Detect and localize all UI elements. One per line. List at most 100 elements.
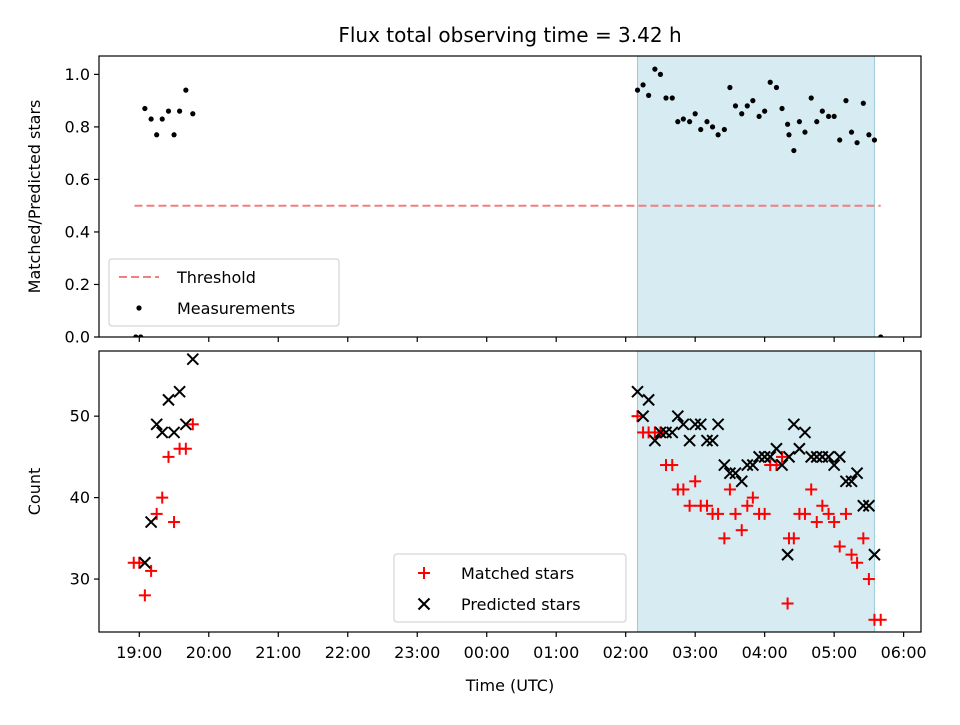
x-stroke-b: [144, 515, 158, 529]
matched-star-point: [631, 410, 644, 423]
bottom-panel: 30 40 50 19:00 20:00 21:00 22:00 23:00 00:00 01:0…: [25, 350, 927, 662]
measurement-point: [819, 108, 825, 114]
matched-star-point: [666, 459, 679, 472]
measurement-point: [762, 108, 768, 114]
measurement-point: [680, 116, 686, 122]
matched-star-point: [787, 532, 800, 545]
measurement-point: [837, 137, 843, 143]
top-panel: 0.0 0.2 0.4 0.6 0.8 1.0 Matched/Predicted star…: [25, 55, 922, 347]
measurement-point: [784, 121, 791, 127]
predicted-star-point: [810, 450, 823, 464]
matched-star-point: [805, 483, 818, 496]
x-tick-label: 19:00: [116, 643, 162, 662]
matched-star-point: [741, 499, 754, 512]
predicted-star-point: [782, 450, 796, 464]
x-tick-label: 23:00: [394, 643, 440, 662]
y-tick-label: 0.6: [65, 170, 90, 189]
matched-star-point: [833, 540, 846, 553]
measurement-point: [791, 147, 797, 154]
measurement-point: [744, 103, 750, 109]
measurement-point: [750, 98, 756, 104]
measurement-point: [165, 108, 172, 114]
matched-star-point: [133, 556, 146, 569]
predicted-star-point: [179, 418, 193, 431]
predicted-star-point: [683, 434, 696, 447]
x-stroke-b: [787, 418, 801, 431]
matched-star-point: [746, 491, 759, 504]
x-tick-label: 02:00: [603, 643, 649, 662]
matched-star-point: [828, 516, 841, 529]
y-tick-label: 0.4: [65, 222, 90, 241]
predicted-star-point: [850, 466, 864, 480]
matched-star-point: [683, 499, 696, 512]
x-tick-label: 21:00: [255, 643, 301, 662]
matched-star-point: [712, 507, 725, 520]
predicted-star-point: [642, 393, 655, 407]
measurement-point: [177, 108, 183, 114]
x-stroke-b: [723, 466, 737, 480]
x-tick-label: 22:00: [325, 643, 371, 662]
x-stroke-b: [741, 458, 754, 472]
x-stroke-b: [700, 434, 714, 447]
legend: Matched stars Predicted stars: [393, 553, 627, 623]
measurement-point: [814, 119, 820, 125]
x-stroke-b: [138, 556, 152, 569]
measurement-point: [767, 79, 773, 85]
x-stroke-b: [862, 499, 876, 512]
measurement-point: [709, 124, 716, 130]
predicted-star-point: [735, 475, 748, 488]
predicted-star-point: [822, 450, 835, 464]
measurement-point: [786, 132, 792, 138]
x-stroke-b: [162, 393, 175, 407]
measurement-point: [142, 105, 148, 112]
x-stroke-b: [711, 418, 725, 431]
y-tick-label: 0.0: [65, 328, 90, 347]
predicted-star-point: [666, 426, 679, 439]
measurement-point: [148, 116, 154, 122]
legend-frame: [108, 258, 340, 327]
predicted-star-point: [770, 442, 783, 455]
predicted-star-point: [862, 499, 876, 512]
matched-star-point: [735, 524, 748, 537]
matched-star-point: [677, 483, 690, 496]
legend-predicted-label: Predicted stars: [461, 595, 581, 614]
matched-star-point: [718, 532, 731, 545]
x-stroke-b: [648, 434, 662, 447]
predicted-star-point: [144, 515, 158, 529]
measurement-point: [715, 132, 721, 138]
measurement-point: [796, 119, 803, 125]
predicted-star-point: [781, 548, 794, 561]
measurement-point: [138, 334, 144, 337]
matched-star-point: [729, 507, 742, 520]
x-stroke-b: [868, 548, 881, 561]
measurement-point: [727, 84, 733, 91]
x-stroke-b: [417, 597, 431, 611]
x-stroke-b: [735, 475, 748, 488]
measurement-point: [808, 95, 814, 101]
measurement-point: [687, 119, 693, 125]
predicted-star-point: [758, 450, 771, 464]
predicted-star-point: [700, 434, 714, 447]
measurement-point: [154, 132, 160, 138]
predicted-star-point: [746, 458, 760, 472]
predicted-star-point: [787, 418, 801, 431]
x-stroke-b: [827, 458, 841, 472]
predicted-star-point: [711, 418, 725, 431]
y-axis-label: Matched/Predicted stars: [25, 100, 44, 294]
predicted-star-point: [741, 458, 754, 472]
legend-measurements-swatch: [136, 305, 142, 311]
x-stroke-b: [764, 450, 777, 464]
matched-star-point: [822, 507, 835, 520]
predicted-star-point: [156, 426, 169, 439]
x-stroke-b: [677, 418, 690, 431]
y-tick-label: 50: [70, 407, 90, 426]
predicted-star-point: [845, 475, 858, 488]
y-tick-label: 0.8: [65, 117, 90, 136]
y-tick-label: 40: [70, 488, 90, 507]
x-stroke-b: [729, 466, 742, 480]
predicted-star-point: [805, 450, 818, 464]
measurement-point: [657, 71, 664, 77]
matched-star-point: [689, 475, 702, 488]
